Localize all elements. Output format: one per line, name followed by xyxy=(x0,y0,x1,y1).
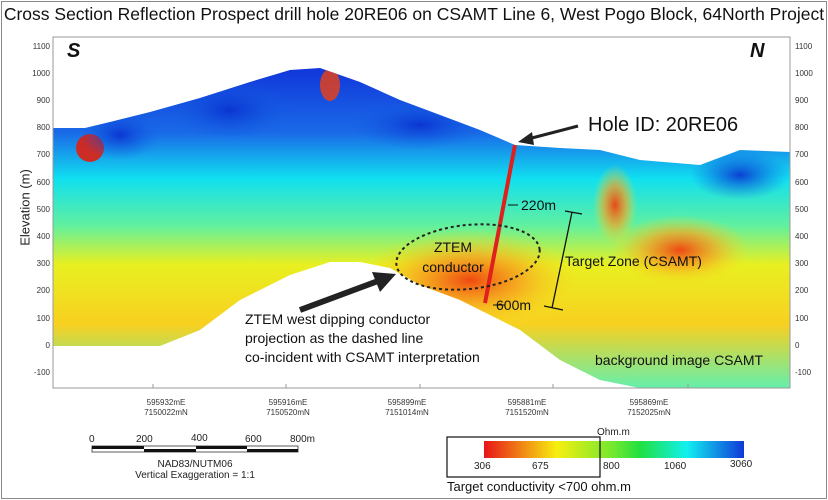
y-tick-right: 800 xyxy=(795,123,809,132)
hole-id-label: Hole ID: 20RE06 xyxy=(588,114,739,136)
ztem-conductor-ellipse xyxy=(395,223,541,291)
colorbar-tick: 306 xyxy=(474,461,491,472)
y-tick-right: 1000 xyxy=(795,69,813,78)
ztem-conductor-label: ZTEM conductor xyxy=(413,237,493,277)
depth-600-label: 600m xyxy=(496,297,532,313)
y-tick: 200 xyxy=(36,286,50,295)
y-tick-right: -100 xyxy=(795,368,812,377)
colorbar xyxy=(484,441,744,458)
figure-title: Cross Section Reflection Prospect drill … xyxy=(3,4,825,24)
target-zone-label: Target Zone (CSAMT) xyxy=(565,253,702,269)
x-tick-easting: 595932mE xyxy=(146,398,186,407)
x-tick: 595916mE 7150520mN xyxy=(248,398,328,418)
target-zone-bracket xyxy=(551,211,573,309)
ztem-label-line: ZTEM xyxy=(433,239,473,255)
drill-hole-trace xyxy=(483,144,517,304)
colorbar-tick: 800 xyxy=(603,461,620,472)
y-tick: 300 xyxy=(36,259,50,268)
colorbar-tick: 1060 xyxy=(664,461,687,472)
x-tick-easting: 595899mE xyxy=(387,398,427,407)
y-tick-right: 600 xyxy=(795,178,809,187)
direction-north: N xyxy=(750,40,765,62)
x-tick: 595881mE 7151520mN xyxy=(487,398,567,418)
y-tick: 700 xyxy=(36,150,50,159)
y-tick: 0 xyxy=(45,341,50,350)
scale-tick: 800m xyxy=(290,434,316,445)
target-box xyxy=(446,436,601,478)
y-tick-right: 900 xyxy=(795,96,809,105)
ztem-note: ZTEM west dipping conductor projection a… xyxy=(245,310,480,367)
ztem-arrow xyxy=(298,278,380,313)
y-tick: 500 xyxy=(36,205,50,214)
note-line: co-incident with CSAMT interpretation xyxy=(245,349,480,365)
y-tick: 400 xyxy=(36,232,50,241)
depth-220-label: 220m xyxy=(521,197,557,213)
colorbar-tick: 3060 xyxy=(730,459,753,470)
y-tick: 900 xyxy=(36,96,50,105)
scale-tick: 0 xyxy=(89,434,95,445)
scale-tick: 400 xyxy=(191,433,208,444)
y-tick-right: 300 xyxy=(795,259,809,268)
x-tick-northing: 7150022mN xyxy=(144,408,188,417)
datum-label: NAD83/NUTM06 xyxy=(157,459,233,470)
y-tick: -100 xyxy=(33,368,50,377)
y-tick-right: 200 xyxy=(795,286,809,295)
scale-bar xyxy=(91,445,299,453)
target-conductivity-note: Target conductivity <700 ohm.m xyxy=(447,479,631,494)
background-label: background image CSAMT xyxy=(595,352,764,368)
y-tick: 600 xyxy=(36,178,50,187)
colorbar-unit: Ohm.m xyxy=(597,427,630,438)
x-tick-easting: 595916mE xyxy=(268,398,308,407)
y-tick-right: 1100 xyxy=(795,42,813,51)
y-tick-right: 700 xyxy=(795,150,809,159)
note-line: projection as the dashed line xyxy=(245,330,424,346)
x-tick-easting: 595881mE xyxy=(507,398,547,407)
y-tick: 100 xyxy=(36,314,50,323)
colorbar-tick: 675 xyxy=(532,461,549,472)
y-tick-right: 0 xyxy=(795,341,800,350)
x-tick-northing: 7151014mN xyxy=(385,408,429,417)
note-line: ZTEM west dipping conductor xyxy=(245,311,431,327)
scale-tick: 600 xyxy=(245,434,262,445)
scale-tick: 200 xyxy=(136,434,153,445)
x-tick-northing: 7150520mN xyxy=(266,408,310,417)
x-tick: 595932mE 7150022mN xyxy=(126,398,206,418)
x-tick-easting: 595869mE xyxy=(629,398,669,407)
direction-south: S xyxy=(67,40,81,62)
plot-area xyxy=(52,36,791,389)
y-tick: 1000 xyxy=(32,69,50,78)
hole-arrow xyxy=(527,124,579,141)
exaggeration-label: Vertical Exaggeration = 1:1 xyxy=(135,470,255,481)
y-tick-right: 100 xyxy=(795,314,809,323)
x-tick: 595899mE 7151014mN xyxy=(367,398,447,418)
y-tick: 800 xyxy=(36,123,50,132)
y-tick: 1100 xyxy=(32,42,50,51)
y-tick-right: 500 xyxy=(795,205,809,214)
x-tick-northing: 7151520mN xyxy=(505,408,549,417)
x-tick: 595869mE 7152025mN xyxy=(609,398,689,418)
x-tick-northing: 7152025mN xyxy=(627,408,671,417)
y-tick-right: 400 xyxy=(795,232,809,241)
ztem-label-line: conductor xyxy=(422,259,484,275)
